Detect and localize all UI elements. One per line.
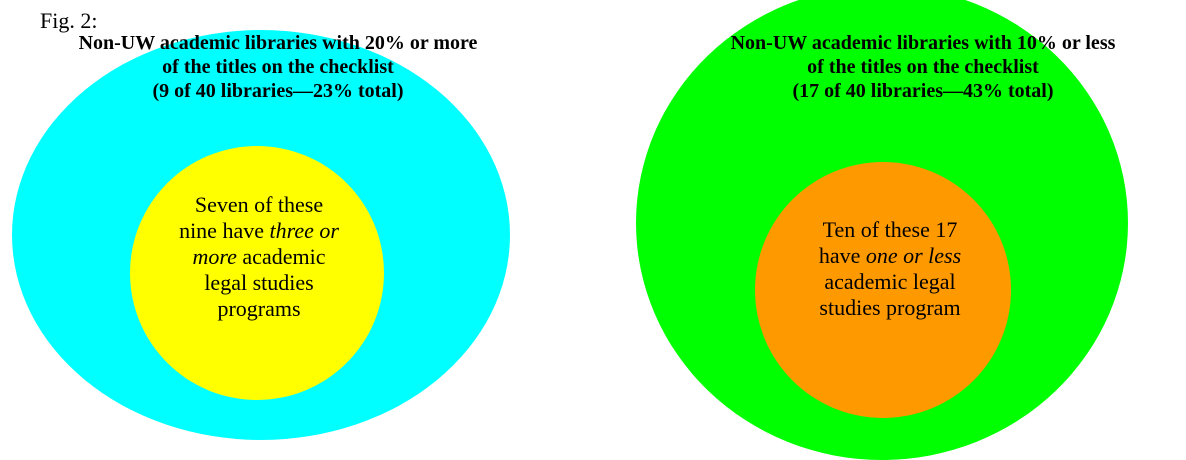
left-inner-circle [130,146,384,400]
left-inner-text: Seven of these nine have three or more a… [160,192,358,322]
left-heading-line-3: (9 of 40 libraries—23% total) [152,80,404,102]
left-inner-line-3-text: academic [236,244,326,269]
left-inner-line-5: programs [217,296,301,321]
right-inner-circle [755,162,1011,418]
right-heading-line-3: (17 of 40 libraries—43% total) [792,80,1054,102]
right-inner-line-4: studies program [819,295,961,320]
right-inner-text: Ten of these 17 have one or less academi… [795,217,985,321]
figure-label: Fig. 2: [40,8,98,33]
right-inner-line-2-text: have [818,243,866,268]
right-heading-line-1: Non-UW academic libraries with 10% or le… [730,32,1116,54]
right-inner-line-3: academic legal [824,269,956,294]
left-inner-line-2-emphasis: three or [269,218,339,243]
right-heading-line-2: of the titles on the checklist [807,56,1039,78]
left-inner-line-2: nine have three or [160,218,358,244]
left-inner-line-4: legal studies [204,270,314,295]
right-inner-line-2-emphasis: one or less [865,243,962,268]
left-heading-line-2: of the titles on the checklist [162,56,394,78]
left-inner-line-1: Seven of these [194,192,324,217]
right-inner-line-2: have one or less [795,243,985,269]
right-inner-line-1: Ten of these 17 [822,217,958,242]
left-inner-line-3-emphasis: more [192,244,237,269]
left-heading-line-1: Non-UW academic libraries with 20% or mo… [78,32,478,54]
left-inner-line-2-text: nine have [179,218,270,243]
left-inner-line-3: more academic [160,244,358,270]
right-heading: Non-UW academic libraries with 10% or le… [660,31,1186,103]
left-heading: Non-UW academic libraries with 20% or mo… [0,31,556,103]
